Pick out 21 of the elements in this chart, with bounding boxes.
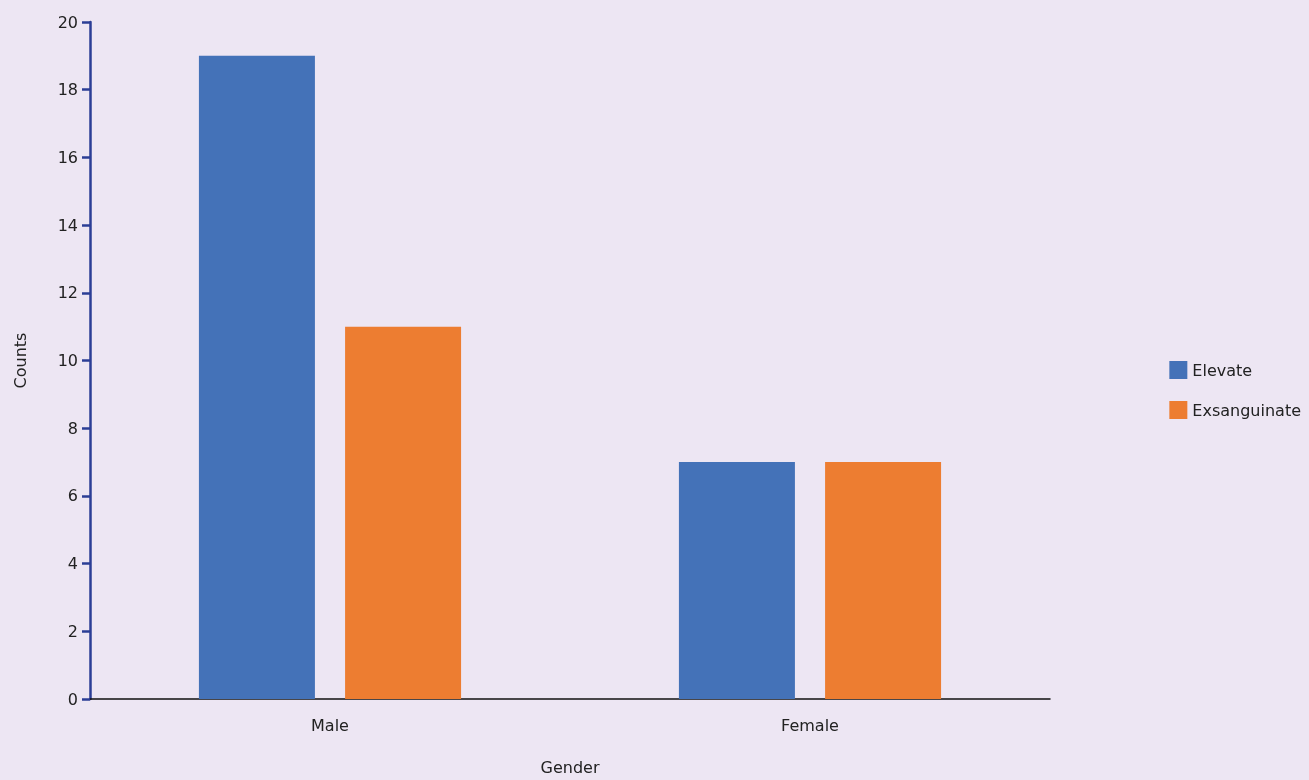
y-tick-label: 2 [67, 621, 78, 641]
y-tick-label: 12 [57, 283, 78, 303]
y-axis-title: Counts [10, 332, 30, 389]
x-axis-title: Gender [540, 757, 600, 777]
y-tick-label: 10 [57, 351, 78, 370]
x-tick-label: Female [781, 715, 839, 735]
bar [198, 55, 315, 699]
y-tick-label: 16 [57, 147, 78, 167]
legend-label: Elevate [1192, 360, 1253, 380]
y-tick-label: 6 [67, 486, 78, 506]
bar [825, 462, 942, 699]
y-tick-label: 18 [57, 80, 78, 100]
y-tick-label: 8 [67, 418, 78, 438]
y-tick-label: 20 [57, 12, 78, 32]
bar [678, 462, 795, 699]
y-tick-label: 0 [67, 689, 78, 709]
legend-label: Exsanguinate [1192, 400, 1302, 420]
y-tick-label: 14 [57, 215, 78, 235]
x-tick-label: Male [311, 715, 349, 735]
y-tick-label: 4 [67, 554, 78, 574]
bar [345, 326, 462, 699]
